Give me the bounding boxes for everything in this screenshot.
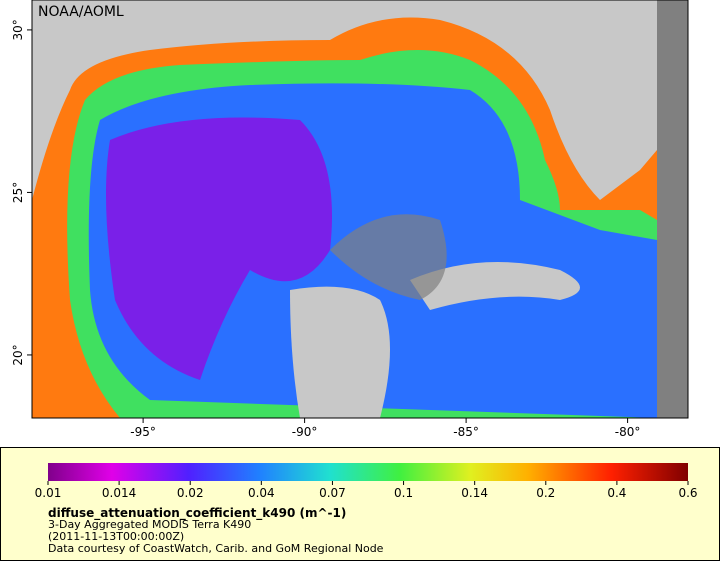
y-tick-label: 20° — [11, 344, 25, 365]
x-tick-label: -90° — [292, 425, 318, 439]
colorbar-label: 0.4 — [607, 486, 626, 500]
map-frame — [31, 0, 689, 419]
legend-line: 3-Day Aggregated MODIS Terra K490 — [48, 518, 251, 531]
map — [32, 0, 688, 418]
legend-title: diffuse_attenuation_coefficient_k490 (m^… — [48, 506, 346, 521]
colorbar-label: 0.01 — [35, 486, 62, 500]
colorbar-label: 0.2 — [536, 486, 555, 500]
y-tick-label: 25° — [11, 182, 25, 203]
legend-line: Data courtesy of CoastWatch, Carib. and … — [48, 542, 384, 555]
colorbar-label: 0.1 — [394, 486, 413, 500]
x-tick-label: -95° — [130, 425, 156, 439]
colorbar-label: 0.07 — [319, 486, 346, 500]
colorbar-label: 0.02 — [177, 486, 204, 500]
cuba — [410, 262, 580, 310]
legend-line: (2011-11-13T00:00:00Z) — [48, 530, 184, 543]
colorbar-label: 0.04 — [248, 486, 275, 500]
yucatan — [290, 286, 390, 418]
no-data-patch — [330, 214, 447, 300]
colorbar — [48, 463, 688, 481]
x-tick-label: -85° — [453, 425, 479, 439]
x-tick-label: -80° — [615, 425, 641, 439]
colorbar-label: 0.14 — [461, 486, 488, 500]
low-k490-area — [106, 117, 332, 380]
colorbar-label: 0.014 — [102, 486, 136, 500]
watermark: NOAA/AOML — [38, 4, 124, 20]
no-data-strip — [657, 0, 688, 418]
y-tick-label: 30° — [11, 19, 25, 40]
colorbar-label: 0.6 — [678, 486, 697, 500]
